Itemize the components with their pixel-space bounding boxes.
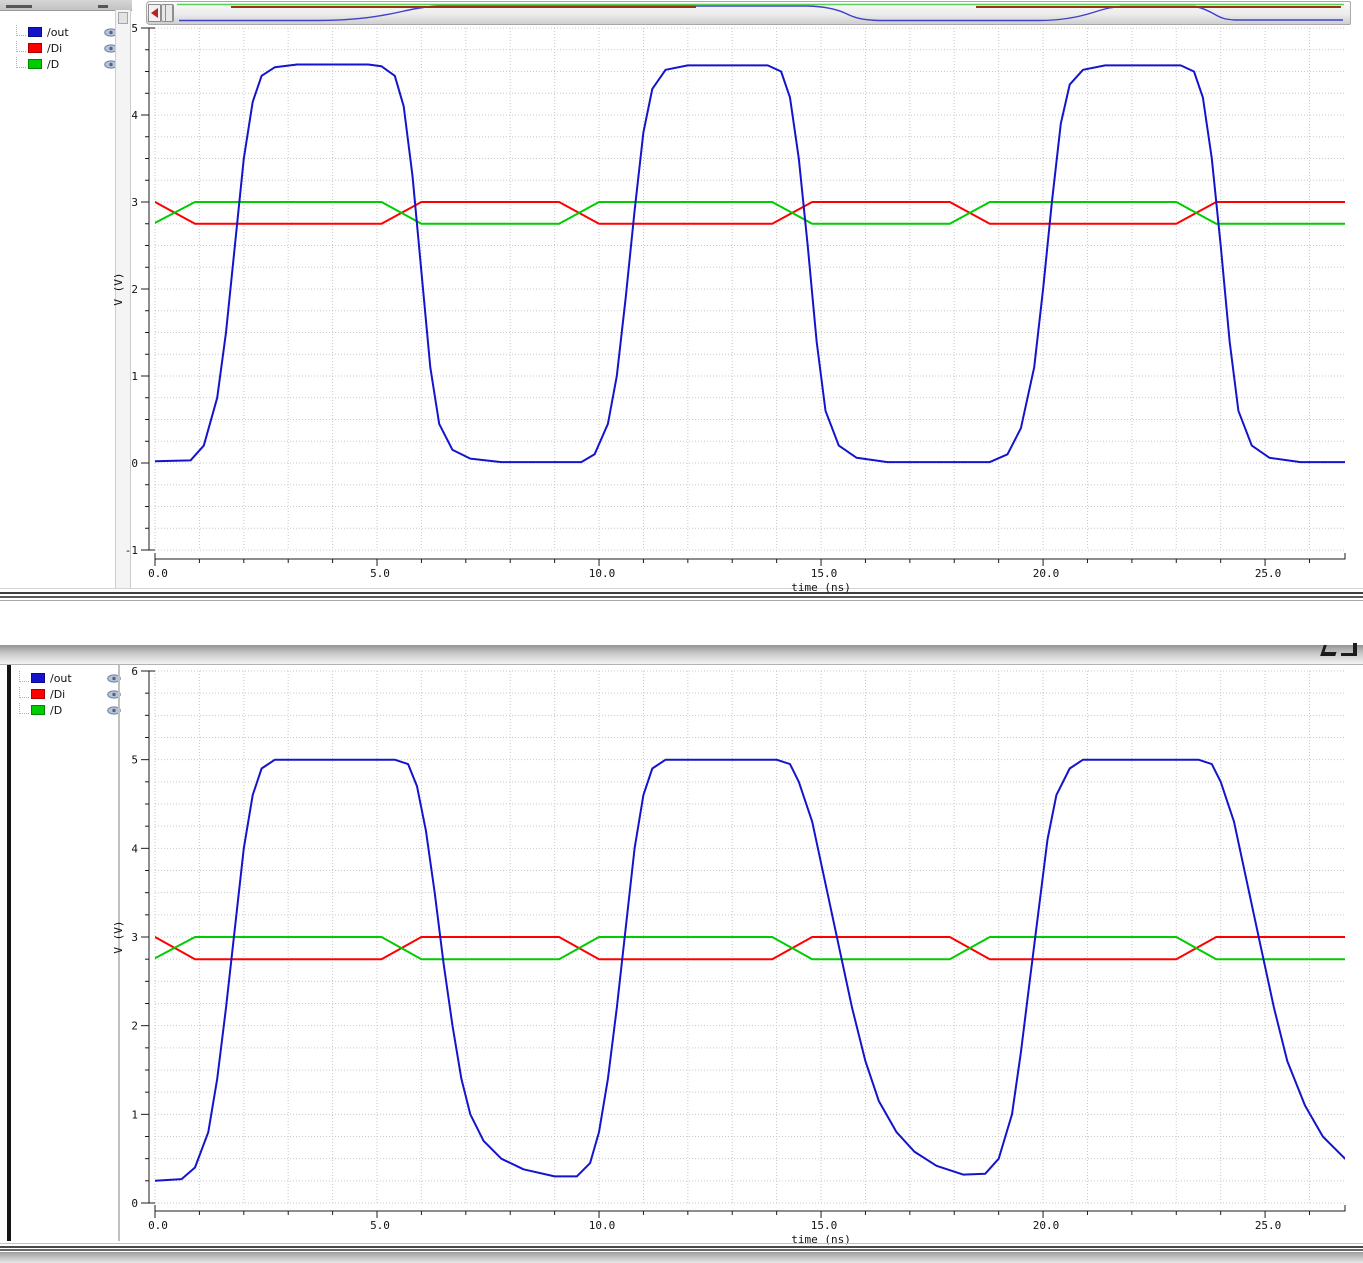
window-border <box>0 1243 1363 1244</box>
window-divider <box>0 592 1363 594</box>
visibility-eye-icon[interactable] <box>107 705 121 715</box>
trace-color-swatch <box>31 705 45 715</box>
trace-D <box>155 936 1345 961</box>
window-border <box>0 664 1363 665</box>
left-arrow-icon <box>151 8 158 18</box>
scrollbar-left-arrow[interactable] <box>148 4 161 22</box>
clipped-title-glyphs <box>1320 643 1358 656</box>
trace-color-swatch <box>28 43 42 53</box>
window-divider <box>0 588 1363 589</box>
svg-text:1: 1 <box>131 1108 138 1121</box>
svg-text:1: 1 <box>131 370 138 383</box>
clipped-window-top-edge <box>0 645 1363 664</box>
svg-text:10.0: 10.0 <box>589 1219 616 1232</box>
trace-name: /D <box>50 703 63 717</box>
trace-Di <box>155 936 1345 961</box>
splitter-thumb[interactable] <box>118 12 128 24</box>
legend-item-d[interactable]: /D <box>12 56 124 72</box>
svg-text:6: 6 <box>131 665 138 678</box>
clipped-header-text <box>98 5 108 8</box>
tree-branch-icon <box>19 702 29 714</box>
clipped-legend-header <box>0 0 132 11</box>
signal-legend-top: /out /Di /D <box>12 24 124 72</box>
visibility-eye-icon[interactable] <box>107 689 121 699</box>
tree-branch-icon <box>16 24 26 36</box>
svg-text:2: 2 <box>131 1020 138 1033</box>
trace-name: /Di <box>50 687 66 701</box>
trace-color-swatch <box>31 673 45 683</box>
svg-text:25.0: 25.0 <box>1255 1219 1282 1232</box>
legend-item-di[interactable]: /Di <box>12 40 124 56</box>
legend-plot-splitter[interactable] <box>115 10 131 588</box>
svg-text:20.0: 20.0 <box>1033 567 1060 580</box>
trace-color-swatch <box>31 689 45 699</box>
legend-item-d[interactable]: /D <box>15 702 127 718</box>
legend-plot-separator <box>118 665 120 1241</box>
trace-D <box>155 201 1345 225</box>
svg-text:5: 5 <box>131 22 138 35</box>
svg-text:0: 0 <box>131 457 138 470</box>
svg-text:4: 4 <box>131 842 138 855</box>
svg-text:0.0: 0.0 <box>148 1219 168 1232</box>
trace-color-swatch <box>28 27 42 37</box>
trace-color-swatch <box>28 59 42 69</box>
svg-text:20.0: 20.0 <box>1033 1219 1060 1232</box>
svg-text:3: 3 <box>131 196 138 209</box>
tree-branch-icon <box>16 40 26 52</box>
trace-out <box>155 758 1345 1182</box>
svg-text:5.0: 5.0 <box>370 1219 390 1232</box>
svg-text:3: 3 <box>131 931 138 944</box>
svg-text:25.0: 25.0 <box>1255 567 1282 580</box>
side-toolbar-strip <box>7 665 11 1241</box>
trace-Di <box>155 201 1345 225</box>
svg-text:15.0: 15.0 <box>811 567 838 580</box>
window-divider <box>0 596 1363 598</box>
tree-branch-icon <box>19 686 29 698</box>
window-divider <box>0 600 1363 601</box>
legend-item-di[interactable]: /Di <box>15 686 127 702</box>
svg-text:time (ns): time (ns) <box>791 1233 851 1246</box>
trace-out <box>155 63 1345 464</box>
svg-text:10.0: 10.0 <box>589 567 616 580</box>
legend-item-out[interactable]: /out <box>12 24 124 40</box>
trace-name: /Di <box>47 41 63 55</box>
mini-waveform-strip <box>177 3 1344 22</box>
legend-item-out[interactable]: /out <box>15 670 127 686</box>
visibility-eye-icon[interactable] <box>107 673 121 683</box>
svg-text:0.0: 0.0 <box>148 567 168 580</box>
svg-text:2: 2 <box>131 283 138 296</box>
tree-branch-icon <box>19 670 29 682</box>
svg-text:0: 0 <box>131 1197 138 1210</box>
svg-text:15.0: 15.0 <box>811 1219 838 1232</box>
trace-name: /out <box>47 25 69 39</box>
svg-text:4: 4 <box>131 109 138 122</box>
clipped-title-text <box>1341 643 1357 656</box>
visibility-eye-icon[interactable] <box>104 59 118 69</box>
window-border <box>0 1246 1363 1248</box>
scrollbar-handle[interactable] <box>161 4 174 22</box>
svg-text:5: 5 <box>131 754 138 767</box>
trace-name: /out <box>50 671 72 685</box>
trace-name: /D <box>47 57 60 71</box>
window-bottom-edge <box>0 1252 1363 1263</box>
window-border <box>0 1249 1363 1251</box>
clipped-header-text <box>6 5 32 8</box>
clipped-waveform-window <box>146 1 1351 25</box>
clipped-title-text <box>1320 645 1339 656</box>
tree-branch-icon <box>16 56 26 68</box>
signal-legend-bottom: /out /Di /D <box>15 670 127 718</box>
svg-text:5.0: 5.0 <box>370 567 390 580</box>
